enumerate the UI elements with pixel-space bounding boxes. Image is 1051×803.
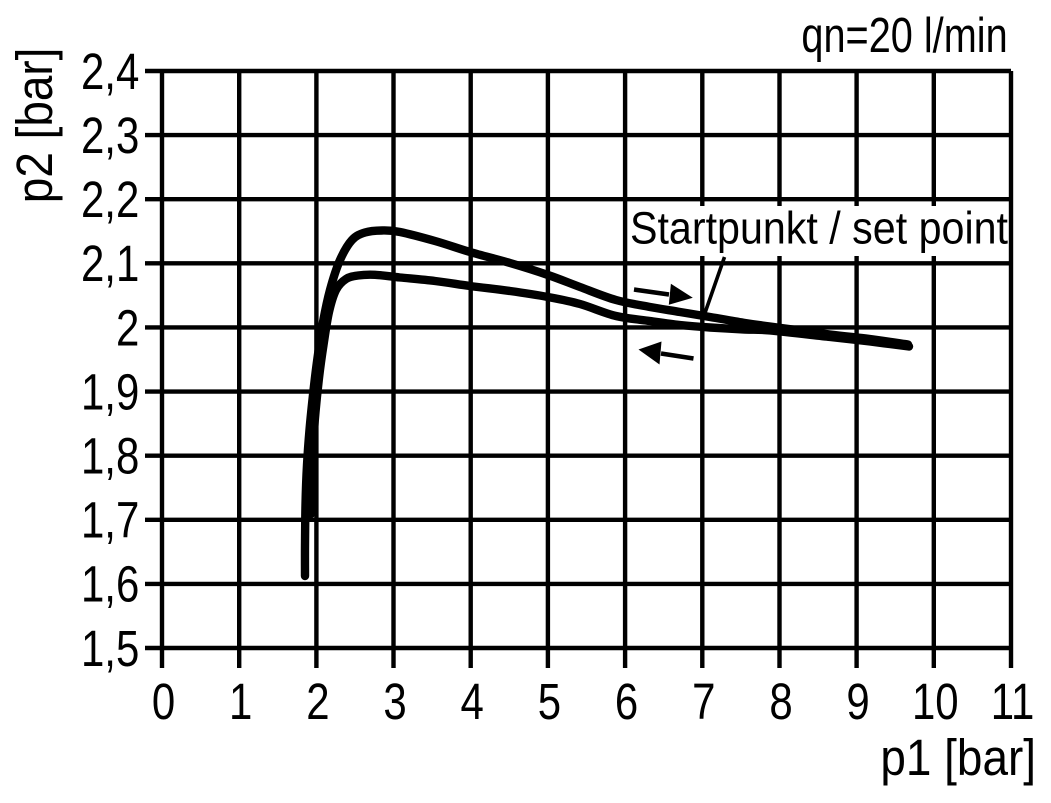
svg-text:1: 1 bbox=[229, 673, 252, 730]
svg-text:2: 2 bbox=[306, 673, 329, 730]
svg-text:qn=20 l/min: qn=20 l/min bbox=[801, 9, 1007, 63]
svg-text:1,6: 1,6 bbox=[81, 556, 139, 613]
svg-text:3: 3 bbox=[383, 673, 406, 730]
svg-text:5: 5 bbox=[538, 673, 561, 730]
svg-text:1,7: 1,7 bbox=[81, 492, 139, 549]
svg-text:p2 [bar]: p2 [bar] bbox=[7, 48, 64, 204]
svg-text:8: 8 bbox=[769, 673, 792, 730]
svg-text:11: 11 bbox=[991, 673, 1035, 730]
svg-text:4: 4 bbox=[461, 673, 484, 730]
svg-text:2,3: 2,3 bbox=[81, 107, 139, 164]
svg-text:2,4: 2,4 bbox=[81, 43, 139, 100]
svg-text:2,2: 2,2 bbox=[81, 171, 139, 228]
svg-text:p1 [bar]: p1 [bar] bbox=[880, 730, 1036, 787]
svg-text:Startpunkt / set point: Startpunkt / set point bbox=[630, 204, 1008, 254]
svg-text:10: 10 bbox=[912, 673, 959, 730]
svg-text:0: 0 bbox=[152, 673, 175, 730]
svg-text:1,9: 1,9 bbox=[81, 364, 139, 421]
svg-text:7: 7 bbox=[692, 673, 715, 730]
svg-text:2: 2 bbox=[116, 299, 139, 356]
svg-text:2,1: 2,1 bbox=[81, 235, 139, 292]
svg-text:1,8: 1,8 bbox=[81, 428, 139, 485]
svg-text:9: 9 bbox=[846, 673, 869, 730]
svg-text:6: 6 bbox=[615, 673, 638, 730]
svg-text:1,5: 1,5 bbox=[81, 620, 139, 677]
